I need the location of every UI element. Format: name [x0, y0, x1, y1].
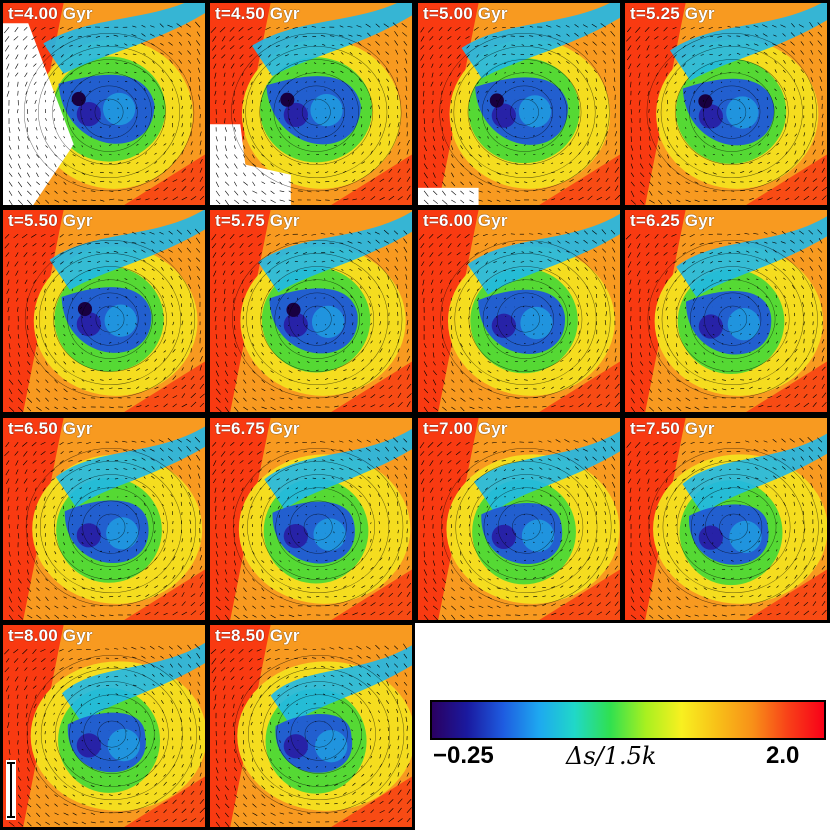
- entropy-map: [3, 3, 205, 205]
- panel-time-label: t=5.00 Gyr: [423, 4, 508, 23]
- colorbar-gradient: [432, 702, 824, 738]
- snapshot-panel: t=6.25 Gyr: [622, 207, 830, 415]
- snapshot-panel: t=7.50 Gyr: [622, 415, 830, 623]
- snapshot-panel: t=6.50 Gyr: [0, 415, 208, 623]
- entropy-map: [210, 3, 412, 205]
- snapshot-panel: t=5.25 Gyr: [622, 0, 830, 208]
- snapshot-panel: t=6.75 Gyr: [207, 415, 415, 623]
- snapshot-panel: t=5.50 Gyr: [0, 207, 208, 415]
- panel-time-label: t=4.00 Gyr: [8, 4, 93, 23]
- entropy-map: [210, 210, 412, 412]
- entropy-map: [418, 418, 620, 620]
- entropy-map: [210, 418, 412, 620]
- panel-time-label: t=4.50 Gyr: [215, 4, 300, 23]
- panel-time-label: t=5.50 Gyr: [8, 211, 93, 230]
- entropy-map: [625, 210, 827, 412]
- panel-time-label: t=8.00 Gyr: [8, 626, 93, 645]
- entropy-map: [210, 625, 412, 827]
- snapshot-panel: t=8.50 Gyr: [207, 622, 415, 830]
- snapshot-panel: t=4.00 Gyr: [0, 0, 208, 208]
- panel-time-label: t=6.50 Gyr: [8, 419, 93, 438]
- panel-time-label: t=8.50 Gyr: [215, 626, 300, 645]
- panel-time-label: t=5.75 Gyr: [215, 211, 300, 230]
- entropy-map: [418, 3, 620, 205]
- snapshot-panel: t=6.00 Gyr: [415, 207, 623, 415]
- snapshot-panel: t=5.75 Gyr: [207, 207, 415, 415]
- entropy-map: [625, 3, 827, 205]
- snapshot-panel: t=4.50 Gyr: [207, 0, 415, 208]
- colorbar-quantity-label: Δs/1.5k: [566, 742, 657, 770]
- panel-time-label: t=6.00 Gyr: [423, 211, 508, 230]
- snapshot-panel: t=7.00 Gyr: [415, 415, 623, 623]
- panel-time-label: t=6.75 Gyr: [215, 419, 300, 438]
- panel-time-label: t=7.50 Gyr: [630, 419, 715, 438]
- snapshot-panel: t=5.00 Gyr: [415, 0, 623, 208]
- entropy-map: [625, 418, 827, 620]
- panel-time-label: t=5.25 Gyr: [630, 4, 715, 23]
- colorbar-min-label: −0.25: [433, 742, 494, 769]
- snapshot-panel: t=8.00 Gyr: [0, 622, 208, 830]
- entropy-map: [3, 418, 205, 620]
- entropy-map: [3, 210, 205, 412]
- panel-time-label: t=7.00 Gyr: [423, 419, 508, 438]
- entropy-map: [3, 625, 205, 827]
- colorbar: [430, 700, 826, 740]
- panel-time-label: t=6.25 Gyr: [630, 211, 715, 230]
- entropy-map: [418, 210, 620, 412]
- scale-bar: [6, 760, 16, 820]
- colorbar-max-label: 2.0: [766, 742, 800, 769]
